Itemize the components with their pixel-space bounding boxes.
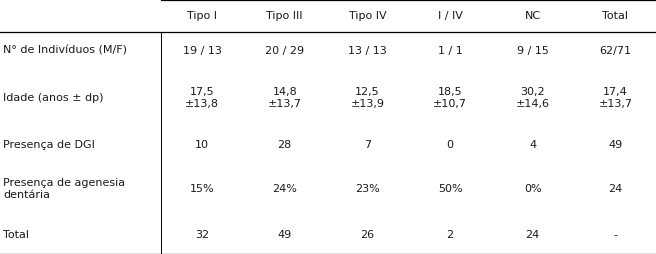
Text: Idade (anos ± dp): Idade (anos ± dp) [3,93,104,103]
Text: 19 / 13: 19 / 13 [182,46,222,56]
Text: Total: Total [3,230,30,240]
Text: 24: 24 [525,230,540,240]
Text: 26: 26 [360,230,375,240]
Text: 9 / 15: 9 / 15 [517,46,548,56]
Text: 12,5
±13,9: 12,5 ±13,9 [350,87,384,109]
Text: I / IV: I / IV [438,11,462,21]
Text: 23%: 23% [355,184,380,194]
Text: Presença de agenesia
dentária: Presença de agenesia dentária [3,178,125,200]
Text: 30,2
±14,6: 30,2 ±14,6 [516,87,550,109]
Text: 18,5
±10,7: 18,5 ±10,7 [433,87,467,109]
Text: 17,4
±13,7: 17,4 ±13,7 [598,87,632,109]
Text: 32: 32 [195,230,209,240]
Text: 1 / 1: 1 / 1 [438,46,462,56]
Text: 10: 10 [195,140,209,150]
Text: NC: NC [525,11,541,21]
Text: Tipo III: Tipo III [266,11,303,21]
Text: 0: 0 [447,140,453,150]
Text: 49: 49 [277,230,292,240]
Text: 17,5
±13,8: 17,5 ±13,8 [185,87,219,109]
Text: 14,8
±13,7: 14,8 ±13,7 [268,87,302,109]
Text: 4: 4 [529,140,536,150]
Text: 13 / 13: 13 / 13 [348,46,387,56]
Text: 24%: 24% [272,184,297,194]
Text: 2: 2 [447,230,453,240]
Text: 49: 49 [608,140,623,150]
Text: 0%: 0% [524,184,541,194]
Text: 50%: 50% [438,184,462,194]
Text: 7: 7 [364,140,371,150]
Text: Tipo IV: Tipo IV [348,11,386,21]
Text: Presença de DGI: Presença de DGI [3,140,95,150]
Text: 15%: 15% [190,184,215,194]
Text: 28: 28 [277,140,292,150]
Text: -: - [613,230,617,240]
Text: 20 / 29: 20 / 29 [265,46,304,56]
Text: 24: 24 [608,184,623,194]
Text: N° de Indivíduos (M/F): N° de Indivíduos (M/F) [3,46,127,56]
Text: 62/71: 62/71 [600,46,631,56]
Text: Total: Total [602,11,628,21]
Text: Tipo I: Tipo I [187,11,217,21]
